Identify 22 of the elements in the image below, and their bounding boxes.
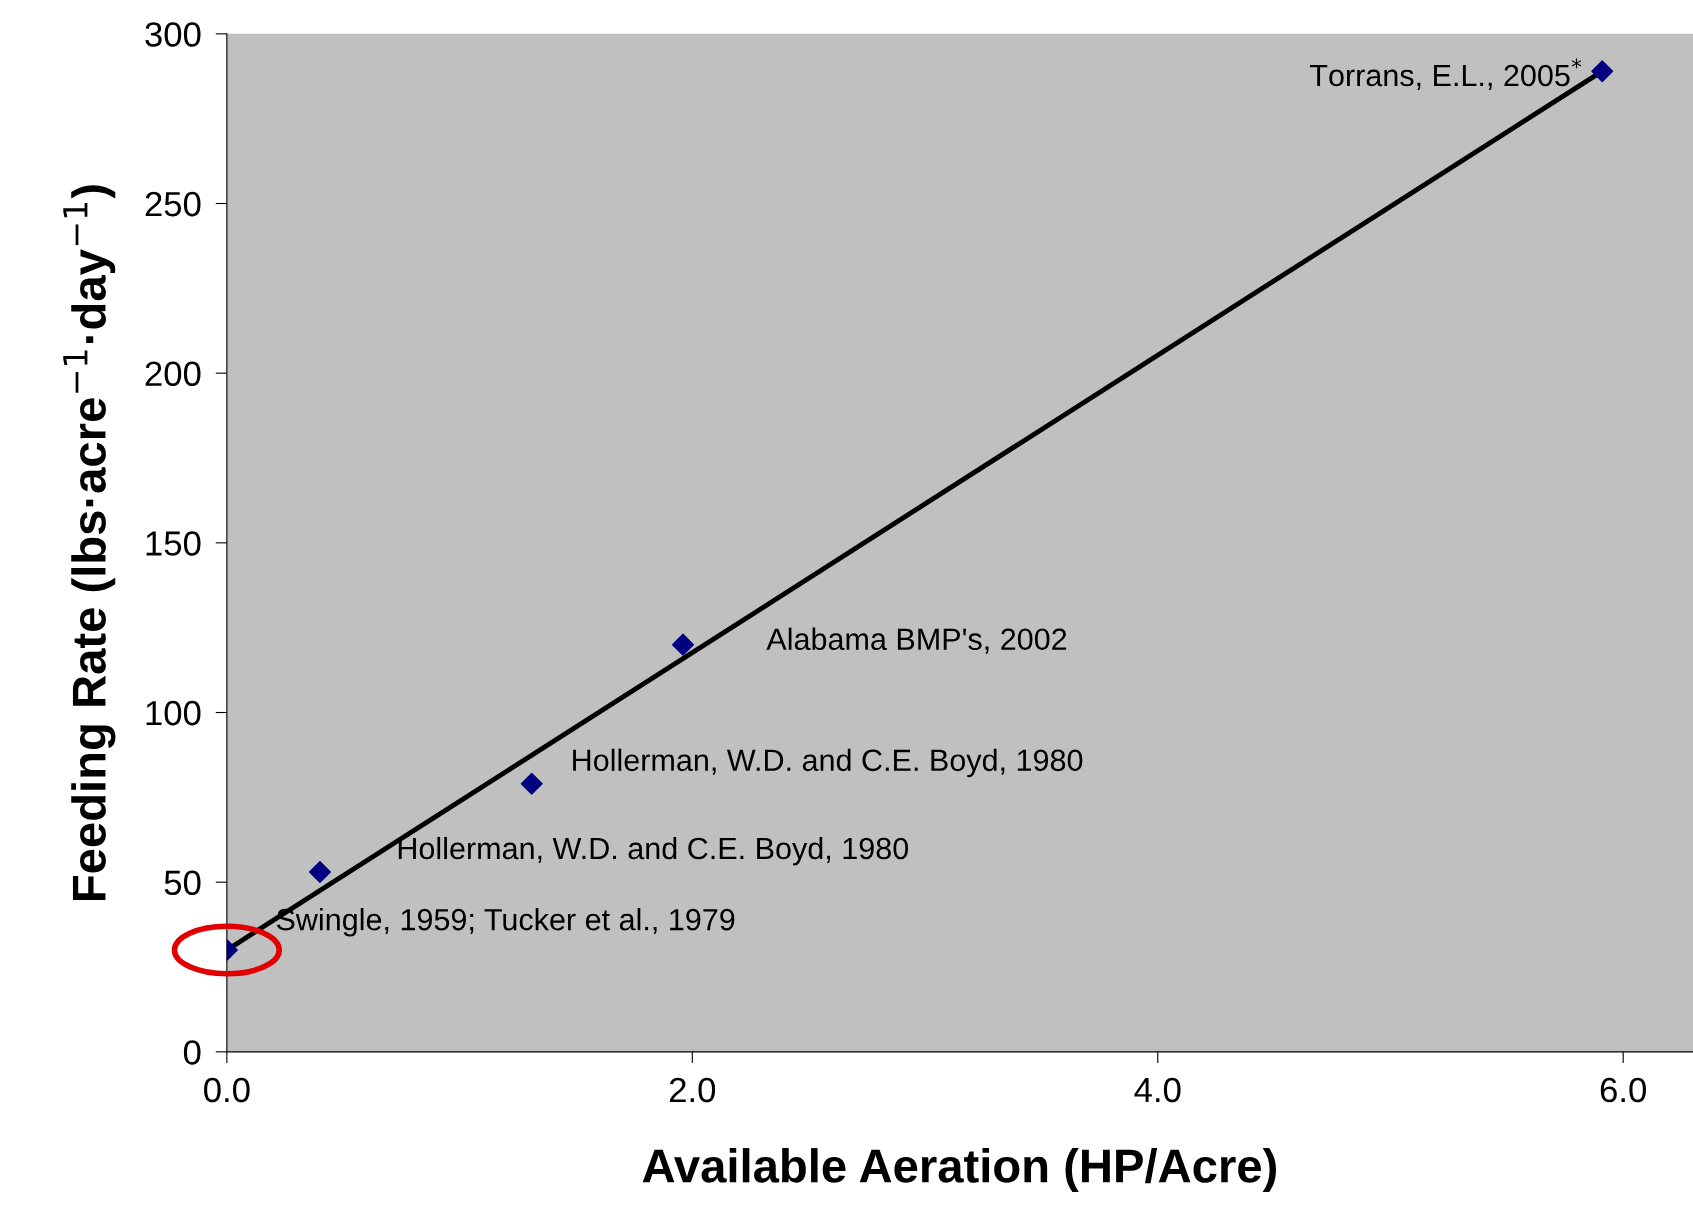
y-tick-label: 200	[145, 361, 201, 387]
x-axis-title: Available Aeration (HP/Acre)	[642, 1148, 1276, 1193]
x-tick-label: 6.0	[1600, 1077, 1646, 1103]
point	[520, 772, 543, 795]
annotation: Alabama BMP's, 2002	[766, 627, 1067, 654]
annotation: Hollerman, W.D. and C.E. Boyd, 1980	[398, 836, 909, 866]
x-tick-label: 4.0	[1134, 1077, 1181, 1103]
annotation: Torrans, E.L., 2005$^{*}$	[1310, 58, 1582, 90]
y-axis-title: Feeding Rate (lbs·acre$^{−1}$·day$^{−1}$)	[63, 185, 116, 900]
y-tick-label: 50	[164, 870, 201, 896]
x-tick-label: 2.0	[669, 1077, 716, 1103]
point	[1591, 60, 1614, 83]
point	[671, 633, 694, 656]
y-tick-label: 100	[146, 700, 201, 726]
y-tick-label: 250	[145, 191, 201, 217]
x-tick-label: 0.0	[204, 1077, 250, 1103]
annotation: Hollerman, W.D. and C.E. Boyd, 1980	[573, 748, 1083, 778]
y-tick-label: 0	[183, 1040, 201, 1065]
y-tick-label: 150	[146, 531, 201, 556]
y-tick-label: 300	[145, 22, 201, 47]
annotation: Swingle, 1959; Tucker et al., 1979	[276, 908, 735, 937]
point	[308, 860, 331, 883]
